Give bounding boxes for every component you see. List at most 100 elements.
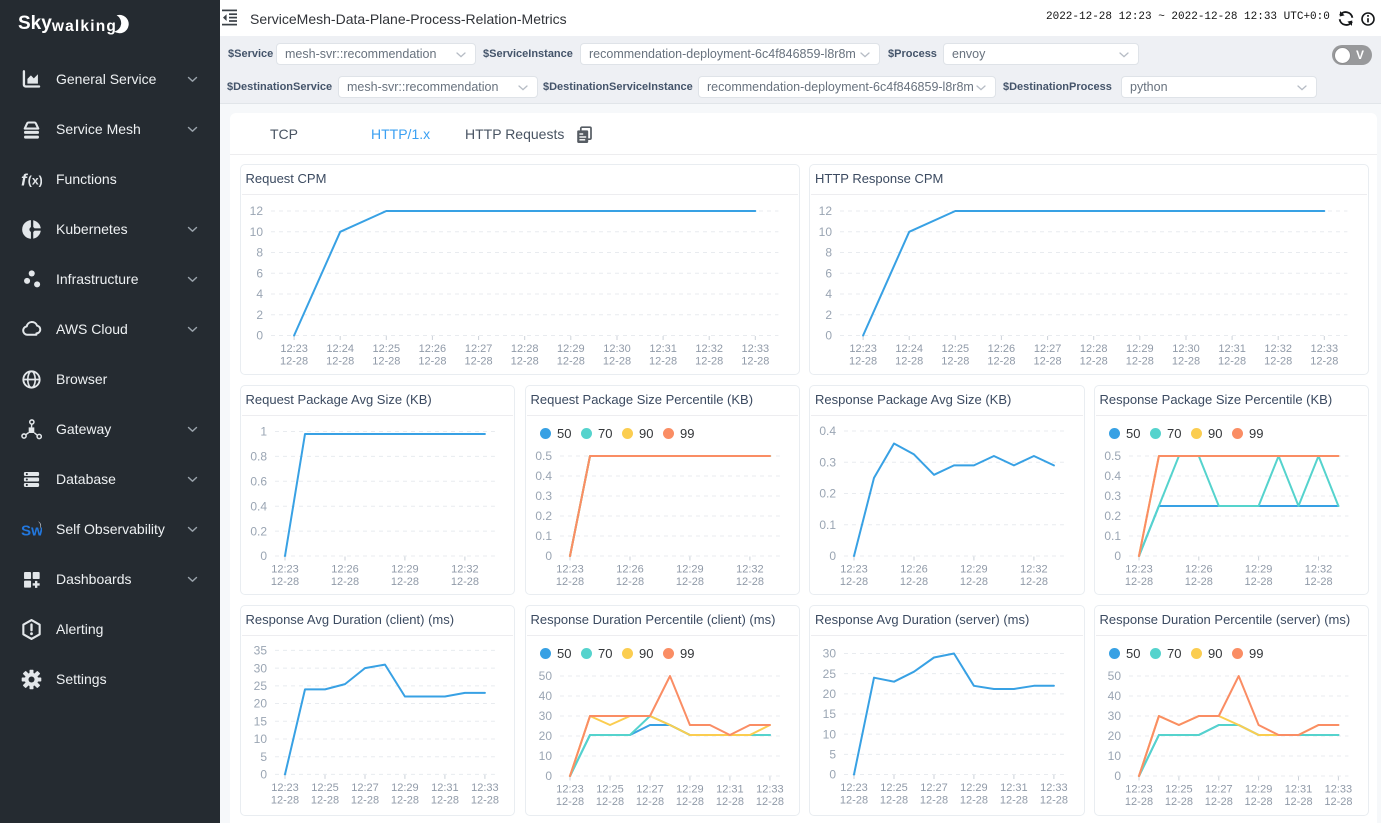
svg-text:12:32: 12:32 <box>1264 343 1292 355</box>
svg-text:12:27: 12:27 <box>1034 343 1062 355</box>
svg-text:12-28: 12-28 <box>1164 796 1192 808</box>
svg-text:6: 6 <box>825 266 832 280</box>
svg-text:12:30: 12:30 <box>1172 343 1200 355</box>
svg-text:(x): (x) <box>27 173 41 187</box>
svg-text:12:29: 12:29 <box>676 784 704 796</box>
svg-text:12-28: 12-28 <box>960 576 988 588</box>
svg-text:10: 10 <box>1107 749 1121 763</box>
svg-text:70: 70 <box>1167 646 1181 661</box>
svg-text:12-28: 12-28 <box>390 576 418 588</box>
svg-text:12:23: 12:23 <box>849 343 877 355</box>
svg-text:12:25: 12:25 <box>880 782 908 794</box>
svg-text:12-28: 12-28 <box>555 796 583 808</box>
svg-text:12:33: 12:33 <box>1311 343 1339 355</box>
svg-text:12-28: 12-28 <box>849 356 877 368</box>
svg-text:0: 0 <box>260 768 267 782</box>
svg-text:0: 0 <box>829 549 836 563</box>
svg-text:12-28: 12-28 <box>1324 796 1352 808</box>
svg-text:12-28: 12-28 <box>1000 795 1028 807</box>
svg-text:12-28: 12-28 <box>1284 796 1312 808</box>
svg-text:12-28: 12-28 <box>326 356 354 368</box>
svg-text:12-28: 12-28 <box>755 796 783 808</box>
svg-text:20: 20 <box>538 729 552 743</box>
svg-text:12-28: 12-28 <box>1244 796 1272 808</box>
svg-text:12-28: 12-28 <box>555 576 583 588</box>
svg-text:25: 25 <box>823 667 837 681</box>
svg-text:12-28: 12-28 <box>390 794 418 806</box>
svg-text:12:26: 12:26 <box>1185 564 1213 576</box>
svg-text:12-28: 12-28 <box>675 796 703 808</box>
svg-text:12-28: 12-28 <box>450 576 478 588</box>
svg-text:0.6: 0.6 <box>250 475 267 489</box>
svg-text:12:23: 12:23 <box>280 343 308 355</box>
svg-text:99: 99 <box>680 426 694 441</box>
svg-text:0: 0 <box>260 549 267 563</box>
svg-text:12:33: 12:33 <box>471 782 499 794</box>
svg-text:12:26: 12:26 <box>418 343 446 355</box>
svg-text:0: 0 <box>1114 549 1121 563</box>
svg-text:99: 99 <box>1249 646 1263 661</box>
svg-text:12-28: 12-28 <box>840 795 868 807</box>
svg-text:12:25: 12:25 <box>1165 784 1193 796</box>
svg-text:12:23: 12:23 <box>840 564 868 576</box>
svg-text:12-28: 12-28 <box>741 356 769 368</box>
svg-text:30: 30 <box>253 661 267 675</box>
svg-text:8: 8 <box>825 246 832 260</box>
svg-text:12:33: 12:33 <box>1324 784 1352 796</box>
svg-text:12-28: 12-28 <box>635 796 663 808</box>
svg-text:30: 30 <box>538 709 552 723</box>
svg-text:0.5: 0.5 <box>535 449 552 463</box>
svg-text:12: 12 <box>249 204 263 218</box>
svg-text:f: f <box>21 170 29 189</box>
svg-text:20: 20 <box>823 687 837 701</box>
svg-text:12:32: 12:32 <box>451 564 479 576</box>
svg-text:12-28: 12-28 <box>372 356 400 368</box>
svg-text:15: 15 <box>253 714 267 728</box>
svg-text:20: 20 <box>1107 729 1121 743</box>
svg-text:12-28: 12-28 <box>1034 356 1062 368</box>
svg-text:0.2: 0.2 <box>819 487 836 501</box>
svg-text:12:25: 12:25 <box>372 343 400 355</box>
svg-text:12-28: 12-28 <box>350 794 378 806</box>
svg-text:5: 5 <box>829 748 836 762</box>
svg-text:1: 1 <box>260 425 267 439</box>
svg-text:0: 0 <box>545 549 552 563</box>
svg-text:70: 70 <box>598 646 612 661</box>
svg-text:99: 99 <box>1249 426 1263 441</box>
svg-text:12:25: 12:25 <box>311 782 339 794</box>
svg-text:40: 40 <box>1107 689 1121 703</box>
svg-text:12:31: 12:31 <box>649 343 677 355</box>
svg-text:6: 6 <box>256 266 263 280</box>
svg-text:40: 40 <box>538 689 552 703</box>
svg-text:30: 30 <box>1107 709 1121 723</box>
svg-text:12-28: 12-28 <box>941 356 969 368</box>
svg-text:0.4: 0.4 <box>250 499 267 513</box>
svg-text:0.8: 0.8 <box>250 450 267 464</box>
svg-text:12:29: 12:29 <box>1126 343 1154 355</box>
svg-text:12:26: 12:26 <box>616 564 644 576</box>
svg-text:12-28: 12-28 <box>1080 356 1108 368</box>
svg-text:12:29: 12:29 <box>557 343 585 355</box>
svg-text:30: 30 <box>823 647 837 661</box>
svg-text:12-28: 12-28 <box>595 796 623 808</box>
svg-text:0: 0 <box>256 329 263 343</box>
svg-text:90: 90 <box>639 646 653 661</box>
svg-text:0.2: 0.2 <box>250 524 267 538</box>
svg-text:12-28: 12-28 <box>510 356 538 368</box>
svg-text:50: 50 <box>1126 426 1140 441</box>
svg-text:0.2: 0.2 <box>1104 509 1121 523</box>
svg-text:12:23: 12:23 <box>840 782 868 794</box>
svg-text:12-28: 12-28 <box>920 795 948 807</box>
svg-text:90: 90 <box>1208 426 1222 441</box>
svg-text:0.4: 0.4 <box>819 424 836 438</box>
svg-text:2: 2 <box>256 308 263 322</box>
svg-text:50: 50 <box>557 646 571 661</box>
svg-text:12:31: 12:31 <box>716 784 744 796</box>
svg-text:Sw: Sw <box>21 522 42 539</box>
svg-text:10: 10 <box>823 727 837 741</box>
svg-text:12:25: 12:25 <box>942 343 970 355</box>
svg-text:10: 10 <box>538 749 552 763</box>
svg-text:12:32: 12:32 <box>1020 564 1048 576</box>
svg-text:12:28: 12:28 <box>510 343 538 355</box>
svg-text:0.4: 0.4 <box>1104 469 1121 483</box>
